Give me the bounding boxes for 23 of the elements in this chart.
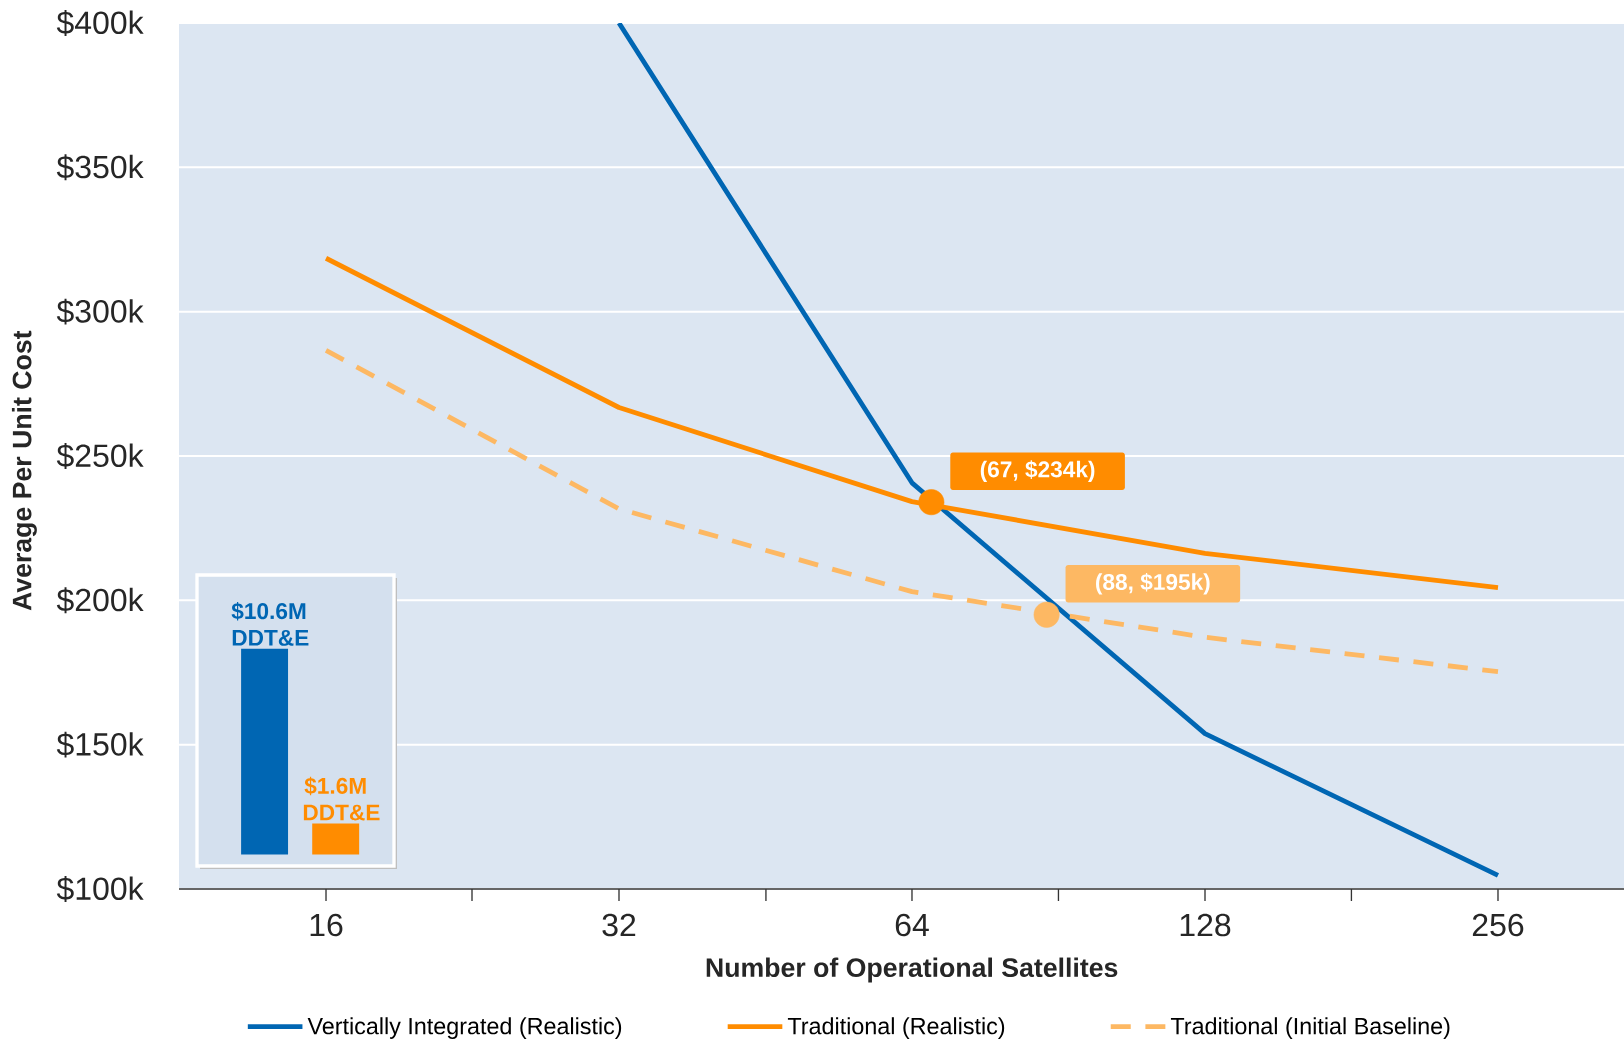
x-tick-label: 128 bbox=[1180, 913, 1231, 937]
annotation: (88, $195k) bbox=[1096, 572, 1210, 595]
x-tick-label: 32 bbox=[602, 913, 636, 937]
x-tick-label: 16 bbox=[310, 913, 343, 937]
legend-label: Vertically Integrated (Realistic) bbox=[307, 1017, 622, 1039]
data-label: $10.6M DDT&E bbox=[231, 602, 309, 646]
y-tick-label: $300k bbox=[56, 298, 144, 325]
data-label: $1.6M DDT&E bbox=[303, 776, 380, 821]
annotation: (67, $234k) bbox=[980, 460, 1095, 482]
y-tick-label: $350k bbox=[56, 154, 144, 181]
y-axis-title: Average Per Unit Cost bbox=[11, 330, 37, 611]
x-tick-label: 256 bbox=[1472, 913, 1524, 937]
y-tick-label: $400k bbox=[56, 10, 144, 36]
x-axis-title: Number of Operational Satellites bbox=[706, 957, 1118, 983]
x-tick-label: 64 bbox=[895, 913, 929, 937]
y-tick-label: $200k bbox=[56, 587, 144, 614]
legend-label: Traditional (Realistic) bbox=[787, 1017, 1005, 1039]
line-series bbox=[616, 22, 1501, 878]
legend-label: Traditional (Initial Baseline) bbox=[1170, 1017, 1450, 1039]
y-tick-label: $250k bbox=[56, 443, 144, 469]
y-tick-label: $150k bbox=[56, 731, 144, 758]
y-tick-label: $100k bbox=[56, 876, 144, 902]
line-series bbox=[323, 347, 1501, 675]
